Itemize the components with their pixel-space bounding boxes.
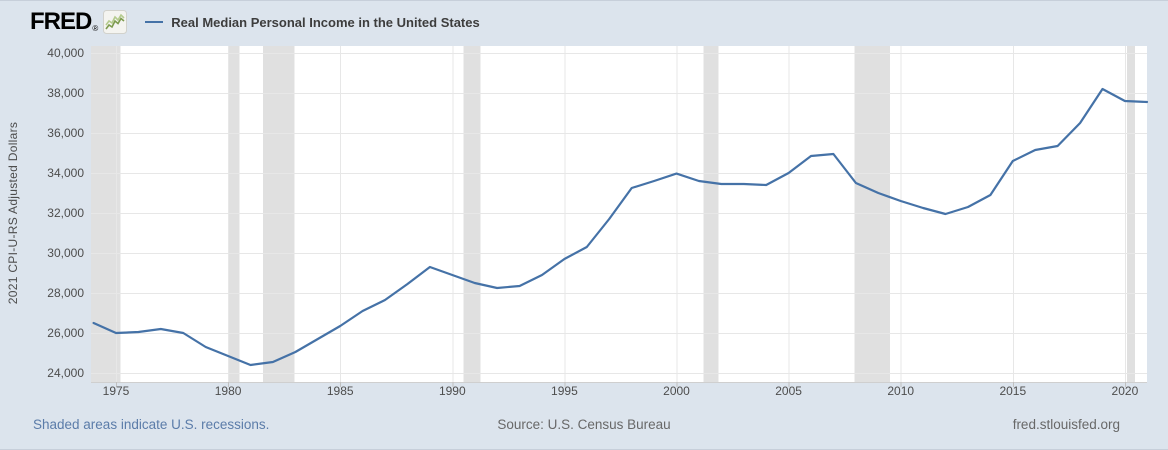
y-tick-label: 38,000	[47, 86, 84, 100]
legend-line-swatch	[145, 20, 164, 24]
registered-trademark-mark: ®	[92, 24, 99, 33]
y-axis-title: 2021 CPI-U-RS Adjusted Dollars	[6, 122, 20, 304]
x-tick-label: 2010	[887, 384, 914, 398]
x-tick-label: 1980	[215, 384, 242, 398]
y-tick-label: 32,000	[47, 206, 84, 220]
y-tick-label: 34,000	[47, 166, 84, 180]
y-tick-label: 26,000	[47, 326, 84, 340]
recessions-note-link[interactable]: Shaded areas indicate U.S. recessions.	[33, 417, 270, 432]
y-tick-label: 30,000	[47, 246, 84, 260]
legend[interactable]: Real Median Personal Income in the Unite…	[145, 14, 480, 30]
chart-header: FRED ® Real Median Personal Income in th…	[0, 1, 1168, 43]
source-link[interactable]: Source: U.S. Census Bureau	[497, 417, 671, 432]
x-tick-label: 2020	[1112, 384, 1139, 398]
x-tick-label: 1975	[103, 384, 130, 398]
fred-logo-text: FRED	[30, 8, 92, 35]
chart-footer: Shaded areas indicate U.S. recessions. S…	[0, 413, 1168, 439]
y-tick-label: 24,000	[47, 366, 84, 380]
x-tick-label: 2005	[775, 384, 802, 398]
y-tick-label: 36,000	[47, 126, 84, 140]
sparkline-icon	[103, 10, 128, 34]
x-tick-label: 1985	[327, 384, 354, 398]
legend-label: Real Median Personal Income in the Unite…	[171, 14, 480, 30]
x-tick-label: 2015	[999, 384, 1026, 398]
series-line[interactable]	[92, 87, 1149, 367]
y-tick-label: 28,000	[47, 286, 84, 300]
fred-site-link[interactable]: fred.stlouisfed.org	[1012, 417, 1120, 432]
fred-logo[interactable]: FRED ®	[30, 10, 98, 34]
x-tick-label: 1995	[551, 384, 578, 398]
y-tick-label: 40,000	[47, 46, 84, 60]
x-tick-label: 2000	[663, 384, 690, 398]
x-tick-label: 1990	[439, 384, 466, 398]
